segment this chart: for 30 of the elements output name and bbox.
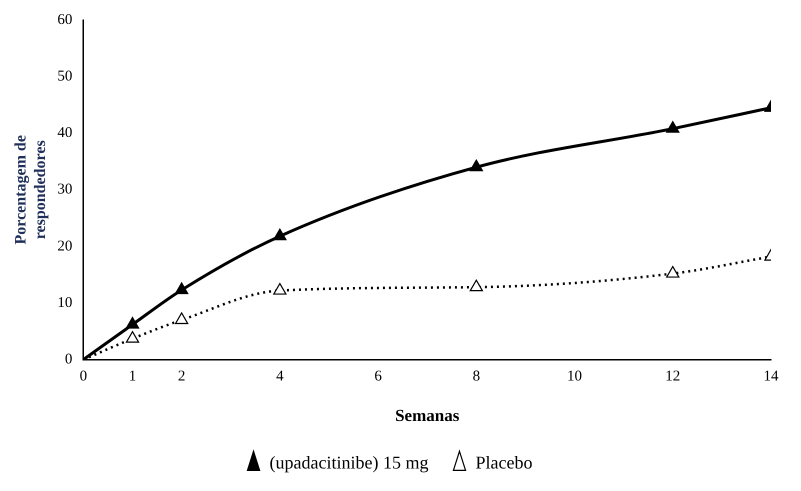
point [174, 282, 188, 294]
y-tick-label: 40 [57, 125, 72, 142]
point [273, 228, 287, 240]
point [126, 331, 140, 343]
point [470, 280, 483, 292]
y-tick-label: 10 [57, 294, 72, 311]
x-axis-title: Semanas [395, 406, 460, 426]
legend-label: Placebo [475, 452, 532, 473]
x-tick-label: 0 [80, 368, 88, 385]
x-tick-label: 1 [128, 368, 136, 385]
point [126, 316, 140, 329]
x-tick-label: 10 [567, 368, 582, 385]
point [273, 282, 287, 295]
x-tick-label: 14 [764, 368, 779, 385]
point [470, 160, 483, 172]
legend-label: (upadacitinibe) 15 mg [270, 452, 428, 473]
y-tick-label: 30 [57, 182, 72, 198]
y-tick-label: 50 [57, 68, 72, 85]
y-axis-title: Porcentagem de respondedores [12, 135, 49, 245]
point [174, 312, 188, 324]
x-tick-label: 12 [665, 368, 680, 385]
point [666, 266, 680, 278]
y-tick-label: 20 [57, 238, 72, 254]
x-tick-label: 4 [276, 368, 284, 385]
point [666, 121, 680, 133]
x-tick-label: 8 [472, 368, 480, 385]
x-tick-label: 6 [374, 368, 382, 385]
y-tick-label: 0 [64, 352, 72, 368]
y-tick-label: 60 [57, 12, 72, 28]
x-tick-label: 2 [178, 368, 186, 385]
